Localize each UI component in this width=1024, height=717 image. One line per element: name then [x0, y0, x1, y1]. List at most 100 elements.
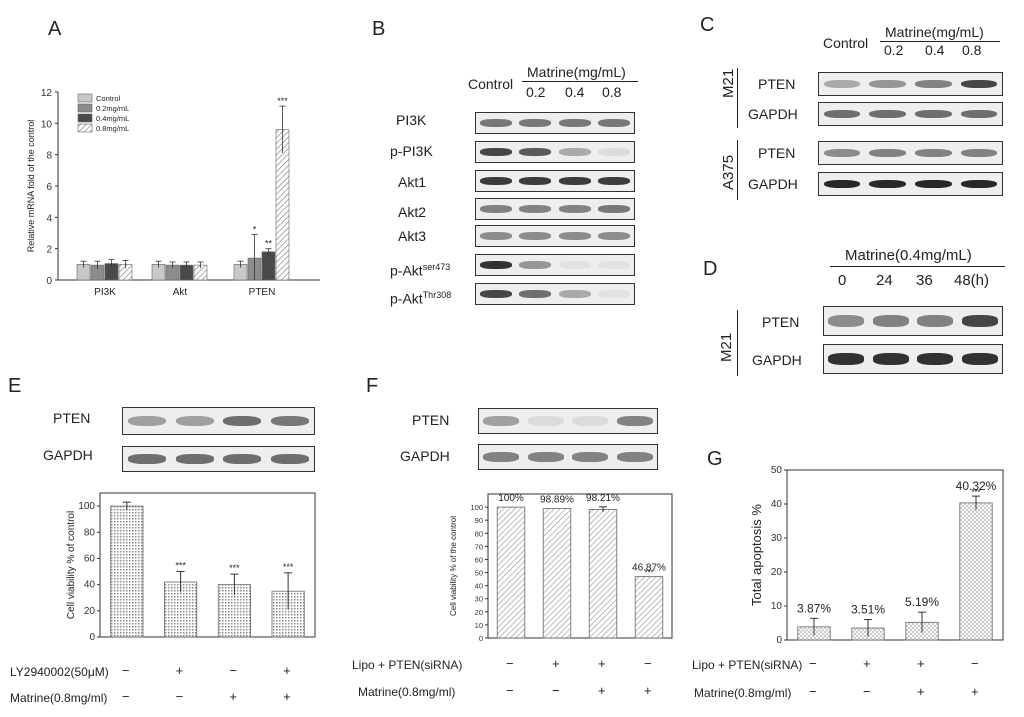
- panel-letter-b: B: [372, 18, 386, 40]
- blot-band: [519, 261, 552, 269]
- blot-b-ppi3k: [475, 141, 635, 163]
- condition-sign: +: [598, 683, 606, 698]
- blot-b-pakt-ser: [475, 254, 635, 276]
- y-tick-label: 20: [771, 567, 783, 578]
- condition-sign: −: [863, 684, 871, 699]
- y-tick-label: 30: [771, 533, 783, 544]
- blot-band: [961, 315, 998, 327]
- blot-band: [527, 452, 564, 462]
- d-cellline-m21: M21: [718, 332, 735, 362]
- bar: [634, 576, 664, 639]
- blot-band: [915, 109, 952, 119]
- bar: [110, 505, 144, 638]
- c-row-pten-a375: PTEN: [758, 145, 796, 161]
- blot-band: [479, 119, 512, 127]
- blot-band: [828, 315, 865, 327]
- condition-sign: −: [644, 656, 652, 671]
- y-tick-label: 0: [776, 635, 782, 646]
- condition-sign: +: [971, 684, 979, 699]
- b-dose-1: 0.4: [565, 84, 585, 100]
- y-tick-label: 10: [475, 621, 483, 630]
- blot-band: [479, 261, 512, 269]
- blot-band: [869, 109, 906, 119]
- blot-band: [823, 109, 861, 119]
- e-row-pten: PTEN: [53, 410, 91, 426]
- c-bracket-a375: [737, 140, 738, 200]
- value-label: 3.51%: [851, 603, 885, 617]
- d-time-2: 36: [916, 272, 933, 289]
- blot-band: [519, 205, 552, 213]
- c-dose-1: 0.4: [925, 42, 945, 58]
- y-tick-label: 10: [771, 601, 783, 612]
- significance-mark: ***: [971, 488, 980, 497]
- blot-e-gapdh: [122, 446, 315, 472]
- blot-band: [598, 205, 631, 213]
- legend-swatch: [77, 93, 93, 103]
- d-time-1: 24: [876, 272, 893, 289]
- y-tick-label: 100: [78, 501, 95, 512]
- f-row-pten: PTEN: [412, 412, 450, 428]
- value-label: 100%: [498, 493, 524, 504]
- b-row-akt2: Akt2: [398, 204, 427, 220]
- blot-band: [483, 416, 520, 426]
- chart-g: 0 10 20 30 40 50 Total apoptosis % 3.87% 3.51% 5.…: [749, 465, 1004, 646]
- blot-band: [175, 415, 214, 427]
- d-row-gapdh: GAPDH: [752, 352, 802, 368]
- blot-band: [598, 261, 631, 269]
- value-label: 3.87%: [797, 601, 831, 615]
- blot-band: [572, 452, 609, 462]
- blot-b-akt1: [475, 170, 635, 192]
- plot-frame: [487, 493, 673, 639]
- blot-d-gapdh: [823, 344, 1003, 374]
- y-tick-label: 0: [89, 632, 95, 643]
- y-tick-label: 12: [41, 88, 53, 99]
- blot-band: [558, 177, 591, 185]
- legend-label: Control: [96, 94, 121, 103]
- condition-sign: +: [283, 689, 291, 704]
- condition-sign: +: [175, 663, 184, 678]
- y-tick-label: 20: [475, 608, 483, 617]
- blot-band: [598, 119, 631, 127]
- blot-band: [479, 205, 512, 213]
- blot-band: [598, 148, 631, 156]
- bar: [959, 502, 993, 641]
- blot-band: [915, 148, 952, 158]
- value-label: 46.87%: [632, 563, 666, 574]
- f-row-gapdh: GAPDH: [400, 448, 450, 464]
- blot-band: [823, 179, 861, 189]
- panel-letter-c: C: [700, 14, 715, 36]
- y-axis-label: Relative mRNA fold of the control: [26, 120, 36, 253]
- blot-band: [598, 290, 631, 298]
- blot-band: [872, 353, 909, 365]
- bar: [542, 508, 572, 639]
- blot-e-pten: [122, 407, 315, 435]
- blot-b-pi3k: [475, 112, 635, 134]
- condition-sign: −: [809, 656, 817, 671]
- condition-sign: −: [121, 689, 130, 704]
- legend-label: 0.2mg/mL: [96, 104, 129, 113]
- condition-sign: −: [121, 663, 130, 678]
- condition-sign: −: [809, 684, 817, 699]
- f-cond1-label: Lipo + PTEN(siRNA): [352, 658, 463, 672]
- blot-band: [869, 148, 906, 158]
- panel-letter-g: G: [707, 448, 723, 470]
- y-tick-label: 50: [475, 569, 483, 578]
- legend-swatch: [77, 113, 93, 123]
- blot-band: [961, 353, 998, 365]
- y-tick-label: 40: [84, 580, 96, 591]
- significance-mark: *: [253, 225, 257, 235]
- value-label: 40.32%: [956, 479, 997, 493]
- panel-letter-d: D: [703, 258, 718, 280]
- bar: [261, 251, 276, 281]
- b-row-pakt-ser: p-Aktser473: [390, 262, 451, 279]
- blot-band: [598, 232, 631, 240]
- x-category-label: PTEN: [249, 287, 276, 298]
- value-label: 98.89%: [540, 495, 574, 506]
- blot-band: [872, 315, 909, 327]
- chart-a: 0 2 4 6 8 10 12 Relative mRNA fold of the contr…: [26, 88, 320, 298]
- blot-band: [479, 148, 512, 156]
- condition-sign: +: [644, 683, 652, 698]
- b-dose-0: 0.2: [526, 84, 546, 100]
- y-tick-label: 8: [46, 151, 52, 162]
- significance-mark: ***: [644, 569, 653, 578]
